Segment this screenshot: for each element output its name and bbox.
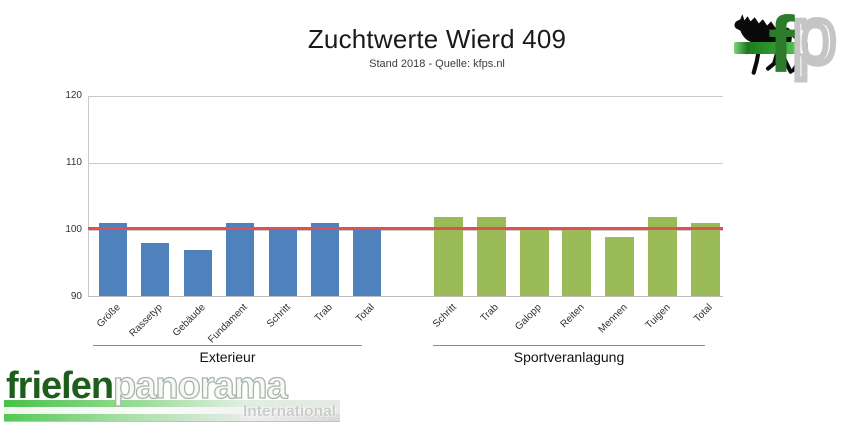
bar xyxy=(183,250,212,296)
bar xyxy=(690,223,720,296)
logo-band-green2 xyxy=(4,414,340,422)
chart-subtitle: Stand 2018 - Quelle: kfps.nl xyxy=(369,58,505,70)
reference-line xyxy=(88,227,723,230)
y-axis-line xyxy=(88,96,89,297)
gridline xyxy=(88,96,723,97)
bar xyxy=(99,223,127,296)
brand-panorama: panorama xyxy=(112,365,288,407)
y-tick-label: 100 xyxy=(65,224,82,235)
bar xyxy=(605,236,635,296)
f-letter: f xyxy=(768,0,795,89)
bar xyxy=(226,223,255,296)
x-tick-label: Größe xyxy=(94,302,123,330)
group-label: Sportveranlagung xyxy=(513,349,625,365)
bar xyxy=(141,243,170,296)
y-tick-label: 120 xyxy=(65,90,82,101)
bar xyxy=(268,230,297,296)
group-label: Exterieur xyxy=(199,349,256,365)
y-tick-label: 110 xyxy=(66,157,82,168)
friesenpanorama-logo: frieſenpanorama International xyxy=(4,365,340,424)
logo-band-white xyxy=(4,407,340,414)
bar xyxy=(353,230,382,296)
chart-title: Zuchtwerte Wierd 409 xyxy=(307,24,567,54)
p-letter: p xyxy=(789,0,839,80)
brand-wordmark: frieſenpanorama xyxy=(6,365,288,407)
chart-header: Zuchtwerte Wierd 409 Stand 2018 - Quelle… xyxy=(26,24,848,70)
gridline xyxy=(88,163,723,164)
group-axis-line xyxy=(93,345,362,346)
logo-band-green xyxy=(4,400,340,407)
bar xyxy=(311,223,339,296)
gridline xyxy=(88,230,723,231)
bar xyxy=(519,230,549,296)
group-axis-line xyxy=(433,345,705,346)
brand-tagline: International xyxy=(242,403,336,420)
logo-green-bar xyxy=(734,42,808,54)
brand-friesen: frieſen xyxy=(6,365,114,407)
x-axis-line xyxy=(88,296,723,297)
kfp-logo: p f xyxy=(728,0,848,92)
plot-area xyxy=(88,96,723,297)
bar xyxy=(562,230,592,296)
y-tick-label: 90 xyxy=(70,291,82,302)
